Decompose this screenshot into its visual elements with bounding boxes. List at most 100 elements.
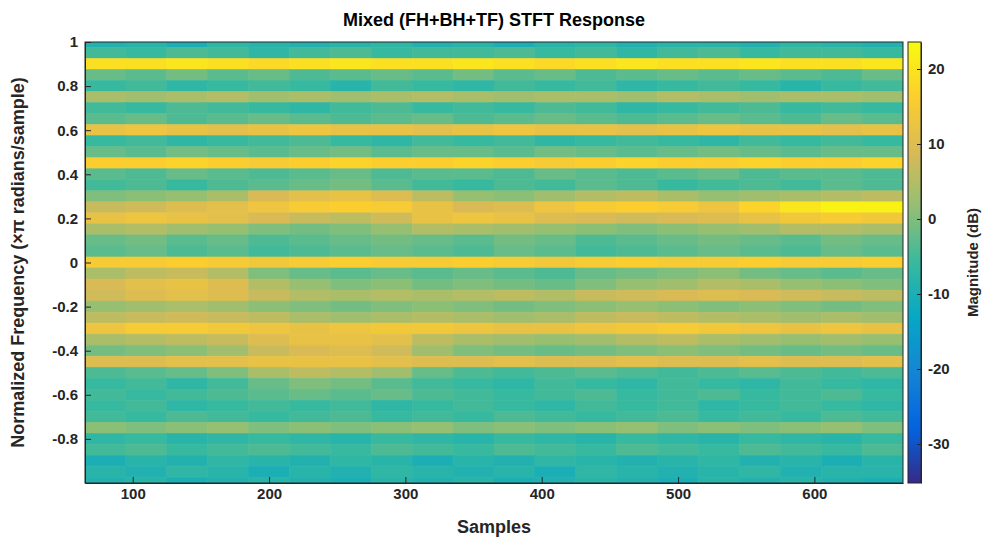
x-tick: 600 xyxy=(802,477,827,502)
heatmap-cell xyxy=(249,59,290,70)
heatmap-cell xyxy=(208,268,249,279)
heatmap-cell xyxy=(208,345,249,356)
heatmap-cell xyxy=(371,147,412,158)
heatmap-cell xyxy=(658,477,699,483)
heatmap-cell xyxy=(617,48,658,59)
heatmap-cell xyxy=(249,279,290,290)
heatmap-cell xyxy=(126,367,167,378)
heatmap-cell xyxy=(576,411,617,422)
heatmap-cell xyxy=(85,191,126,202)
heatmap-cell xyxy=(249,224,290,235)
heatmap-cell xyxy=(494,246,535,257)
heatmap-cell xyxy=(821,59,862,70)
heatmap-cell xyxy=(576,257,617,268)
heatmap-cell xyxy=(453,48,494,59)
heatmap-cell xyxy=(699,411,740,422)
heatmap-cell xyxy=(167,323,208,334)
heatmap-cell xyxy=(453,400,494,411)
heatmap-cell xyxy=(453,224,494,235)
heatmap-cell xyxy=(85,389,126,400)
heatmap-cell xyxy=(453,213,494,224)
heatmap-cell xyxy=(167,444,208,455)
heatmap-cell xyxy=(412,433,453,444)
heatmap-cell xyxy=(494,158,535,169)
heatmap-cell xyxy=(249,70,290,81)
heatmap-cell xyxy=(412,180,453,191)
heatmap-cell xyxy=(617,345,658,356)
heatmap-cell xyxy=(290,389,331,400)
heatmap-cell xyxy=(371,367,412,378)
heatmap-cell xyxy=(780,444,821,455)
heatmap-cell xyxy=(453,246,494,257)
heatmap-cell xyxy=(494,411,535,422)
colorbar-tick-mark xyxy=(917,219,921,220)
heatmap-cell xyxy=(249,268,290,279)
heatmap-cell xyxy=(208,235,249,246)
heatmap-cell xyxy=(862,455,903,466)
heatmap-cell xyxy=(617,81,658,92)
heatmap-cell xyxy=(371,59,412,70)
heatmap-cell xyxy=(862,70,903,81)
heatmap-cell xyxy=(167,268,208,279)
heatmap-cell xyxy=(249,213,290,224)
heatmap-cell xyxy=(85,169,126,180)
heatmap-cell xyxy=(330,191,371,202)
heatmap-cell xyxy=(535,356,576,367)
heatmap-cell xyxy=(208,400,249,411)
x-tick-mark xyxy=(814,477,815,483)
heatmap-cell xyxy=(208,378,249,389)
heatmap-cell xyxy=(453,59,494,70)
heatmap-cell xyxy=(739,268,780,279)
heatmap-cell xyxy=(371,92,412,103)
heatmap-cell xyxy=(371,301,412,312)
colorbar-tick-label: -20 xyxy=(928,360,950,377)
colorbar-tick-label: -30 xyxy=(928,435,950,452)
heatmap-cell xyxy=(249,411,290,422)
heatmap-cell xyxy=(453,455,494,466)
heatmap-cell xyxy=(535,191,576,202)
heatmap-cell xyxy=(85,158,126,169)
heatmap-cell xyxy=(739,455,780,466)
heatmap-cell xyxy=(821,125,862,136)
heatmap-cell xyxy=(862,477,903,483)
heatmap-cell xyxy=(535,213,576,224)
heatmap-cell xyxy=(658,389,699,400)
heatmap-cell xyxy=(658,103,699,114)
heatmap-cell xyxy=(739,70,780,81)
heatmap-cell xyxy=(290,191,331,202)
heatmap-cell xyxy=(85,136,126,147)
heatmap-cell xyxy=(780,323,821,334)
heatmap-cell xyxy=(535,422,576,433)
heatmap-cell xyxy=(208,466,249,477)
heatmap-cell xyxy=(412,114,453,125)
heatmap-cell xyxy=(412,301,453,312)
chart-container: 100200300400500600-0.8-0.6-0.4-0.200.20.… xyxy=(0,0,994,547)
heatmap-cell xyxy=(739,213,780,224)
heatmap-cell xyxy=(330,48,371,59)
heatmap-cell xyxy=(453,301,494,312)
x-axis-line xyxy=(86,483,904,484)
heatmap-cell xyxy=(576,268,617,279)
heatmap-cell xyxy=(290,367,331,378)
heatmap-cell xyxy=(126,202,167,213)
heatmap-cell xyxy=(126,444,167,455)
heatmap-cell xyxy=(167,389,208,400)
heatmap-cell xyxy=(617,169,658,180)
heatmap-cell xyxy=(821,356,862,367)
heatmap-cell xyxy=(576,356,617,367)
heatmap-cell xyxy=(780,378,821,389)
heatmap-cell xyxy=(780,103,821,114)
heatmap-cell xyxy=(494,477,535,483)
heatmap-cell xyxy=(658,400,699,411)
heatmap-cell xyxy=(412,136,453,147)
heatmap-cell xyxy=(330,81,371,92)
heatmap-cell xyxy=(453,312,494,323)
heatmap-cell xyxy=(126,92,167,103)
heatmap-cell xyxy=(658,378,699,389)
heatmap-cell xyxy=(617,301,658,312)
y-tick: -0.8 xyxy=(52,430,91,447)
heatmap-cell xyxy=(208,158,249,169)
heatmap-cell xyxy=(494,224,535,235)
heatmap-cell xyxy=(412,356,453,367)
heatmap-cell xyxy=(862,466,903,477)
